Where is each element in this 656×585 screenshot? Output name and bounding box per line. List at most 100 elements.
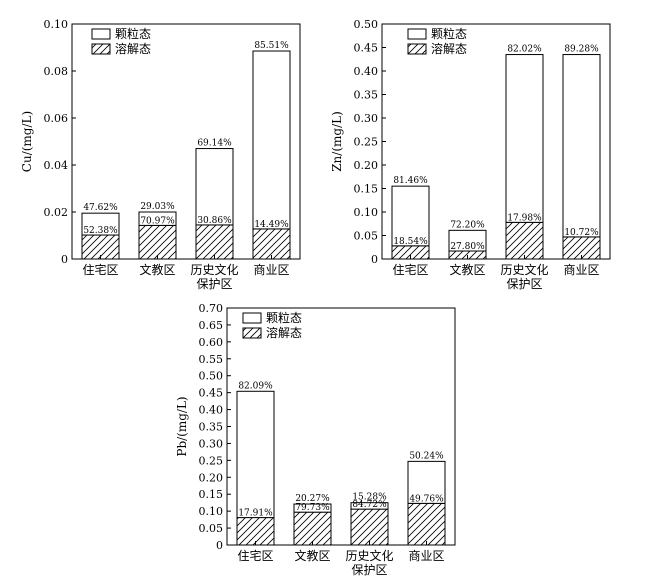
- cu-bar-dissolved: [138, 224, 177, 260]
- zn-label-particulate: 82.02%: [507, 45, 542, 55]
- zn-y-tick-label: 0: [371, 253, 378, 266]
- cu-label-dissolved: 14.49%: [254, 220, 289, 230]
- cu-label-particulate: 69.14%: [197, 139, 232, 149]
- pb-y-tick-label: 0.70: [199, 302, 224, 315]
- pb-label-dissolved: 79.73%: [295, 503, 330, 513]
- pb-y-tick-label: 0.45: [199, 387, 224, 400]
- zn-y-tick-label: 0.10: [354, 206, 379, 219]
- pb-category-label: 文教区: [294, 548, 330, 563]
- zn-legend-label-dissolved: 溶解态: [431, 41, 467, 56]
- cu-y-tick-label: 0.08: [44, 65, 69, 78]
- pb-y-tick-label: 0: [216, 539, 223, 552]
- zn-category-label: 历史文化: [500, 262, 548, 277]
- pb-category-label: 保护区: [351, 563, 387, 577]
- cu-y-tick-label: 0: [61, 253, 68, 266]
- zn-y-tick-label: 0.45: [354, 42, 379, 55]
- zn-y-tick-label: 0.25: [354, 136, 379, 149]
- pb-label-particulate: 15.28%: [352, 493, 387, 503]
- pb-label-dissolved: 17.91%: [238, 509, 273, 519]
- pb-label-particulate: 50.24%: [409, 451, 444, 461]
- cu-category-label: 住宅区: [82, 262, 118, 277]
- pb-y-tick-label: 0.50: [199, 370, 224, 383]
- cu-category-label: 保护区: [196, 277, 232, 291]
- zn-bar-particulate: [448, 229, 487, 252]
- cu-label-dissolved: 70.97%: [140, 216, 175, 226]
- cu-category-label: 商业区: [253, 262, 289, 277]
- pb-label-particulate: 20.27%: [295, 494, 330, 504]
- pb-legend-label-dissolved: 溶解态: [266, 325, 302, 340]
- pb-bar-dissolved: [407, 502, 446, 546]
- cu-bar-particulate: [195, 148, 234, 226]
- zn-bar-particulate: [391, 185, 430, 247]
- cu-label-particulate: 47.62%: [83, 203, 118, 213]
- cu-legend-swatch-dissolved: [91, 43, 111, 55]
- cu-y-axis-label: Cu/(mg/L): [20, 111, 34, 172]
- cu-category-label: 历史文化: [190, 262, 238, 277]
- cu-y-tick-label: 0.02: [44, 206, 69, 219]
- zn-category-label: 住宅区: [392, 262, 428, 277]
- cu-y-tick-label: 0.04: [44, 159, 69, 172]
- cu-bar-particulate: [252, 50, 291, 230]
- zn-bar-particulate: [505, 54, 544, 223]
- zn-category-label: 保护区: [506, 277, 542, 291]
- pb-label-dissolved: 49.76%: [409, 494, 444, 504]
- zn-bar-particulate: [562, 54, 601, 238]
- zn-legend-swatch-particulate: [407, 28, 427, 40]
- pb-category-label: 商业区: [408, 548, 444, 563]
- pb-bar-particulate: [236, 390, 275, 519]
- cu-chart: 0 0.02 0.04 0.06 0.08 0.10 Cu/(mg/L) 47.62% 52.3…: [20, 18, 301, 291]
- pb-legend-swatch-dissolved: [242, 327, 262, 339]
- cu-legend-label-particulate: 颗粒态: [115, 26, 151, 41]
- zn-label-particulate: 89.28%: [564, 45, 599, 55]
- pb-y-tick-label: 0.20: [199, 471, 224, 484]
- zn-y-tick-label: 0.40: [354, 65, 379, 78]
- pb-chart: 0 0.05 0.10 0.15 0.20 0.25 0.30 0.35 0.40 0.45 0.5…: [175, 302, 456, 577]
- pb-y-tick-label: 0.15: [199, 488, 224, 501]
- zn-y-tick-label: 0.50: [354, 18, 379, 31]
- pb-category-label: 历史文化: [345, 548, 393, 563]
- pb-bar-particulate: [407, 460, 446, 504]
- zn-legend-swatch-dissolved: [407, 43, 427, 55]
- cu-legend-label-dissolved: 溶解态: [115, 41, 151, 56]
- zn-category-label: 商业区: [563, 262, 599, 277]
- zn-y-tick-label: 0.30: [354, 112, 379, 125]
- zn-label-dissolved: 18.54%: [393, 237, 428, 247]
- zn-category-label: 文教区: [449, 262, 485, 277]
- pb-bar-dissolved: [293, 511, 332, 546]
- zn-chart: 0 0.05 0.10 0.15 0.20 0.25 0.30 0.35 0.40 0.45 0.5…: [330, 18, 611, 291]
- cu-plot-frame: [71, 23, 301, 260]
- pb-category-label: 住宅区: [237, 548, 273, 563]
- pb-bar-dissolved: [350, 508, 389, 546]
- cu-bar-particulate: [138, 211, 177, 226]
- zn-label-dissolved: 27.80%: [450, 242, 485, 252]
- pb-bar-dissolved: [236, 517, 275, 546]
- zn-bar-dissolved: [505, 221, 544, 260]
- pb-y-tick-label: 0.25: [199, 454, 224, 467]
- pb-y-tick-label: 0.30: [199, 437, 224, 450]
- pb-y-tick-label: 0.10: [199, 505, 224, 518]
- pb-y-tick-label: 0.65: [199, 319, 224, 332]
- zn-y-tick-label: 0.15: [354, 183, 379, 196]
- pb-bar-particulate: [350, 502, 389, 510]
- cu-label-particulate: 85.51%: [254, 41, 289, 51]
- zn-y-tick-label: 0.35: [354, 89, 379, 102]
- pb-y-tick-label: 0.05: [199, 522, 224, 535]
- cu-bar-dissolved: [195, 224, 234, 260]
- cu-label-particulate: 29.03%: [140, 202, 175, 212]
- zn-y-axis-label: Zn/(mg/L): [330, 111, 344, 172]
- pb-bar-particulate: [293, 503, 332, 513]
- cu-legend-swatch-particulate: [91, 28, 111, 40]
- zn-label-dissolved: 10.72%: [564, 228, 599, 238]
- cu-label-dissolved: 30.86%: [197, 216, 232, 226]
- pb-y-tick-label: 0.35: [199, 421, 224, 434]
- cu-y-tick-label: 0.10: [44, 18, 69, 31]
- zn-y-tick-label: 0.20: [354, 159, 379, 172]
- pb-y-tick-label: 0.55: [199, 353, 224, 366]
- cu-y-tick-label: 0.06: [44, 112, 69, 125]
- pb-legend-swatch-particulate: [242, 312, 262, 324]
- pb-y-tick-label: 0.40: [199, 404, 224, 417]
- zn-label-particulate: 72.20%: [450, 220, 485, 230]
- cu-category-label: 文教区: [139, 262, 175, 277]
- cu-label-dissolved: 52.38%: [83, 226, 118, 236]
